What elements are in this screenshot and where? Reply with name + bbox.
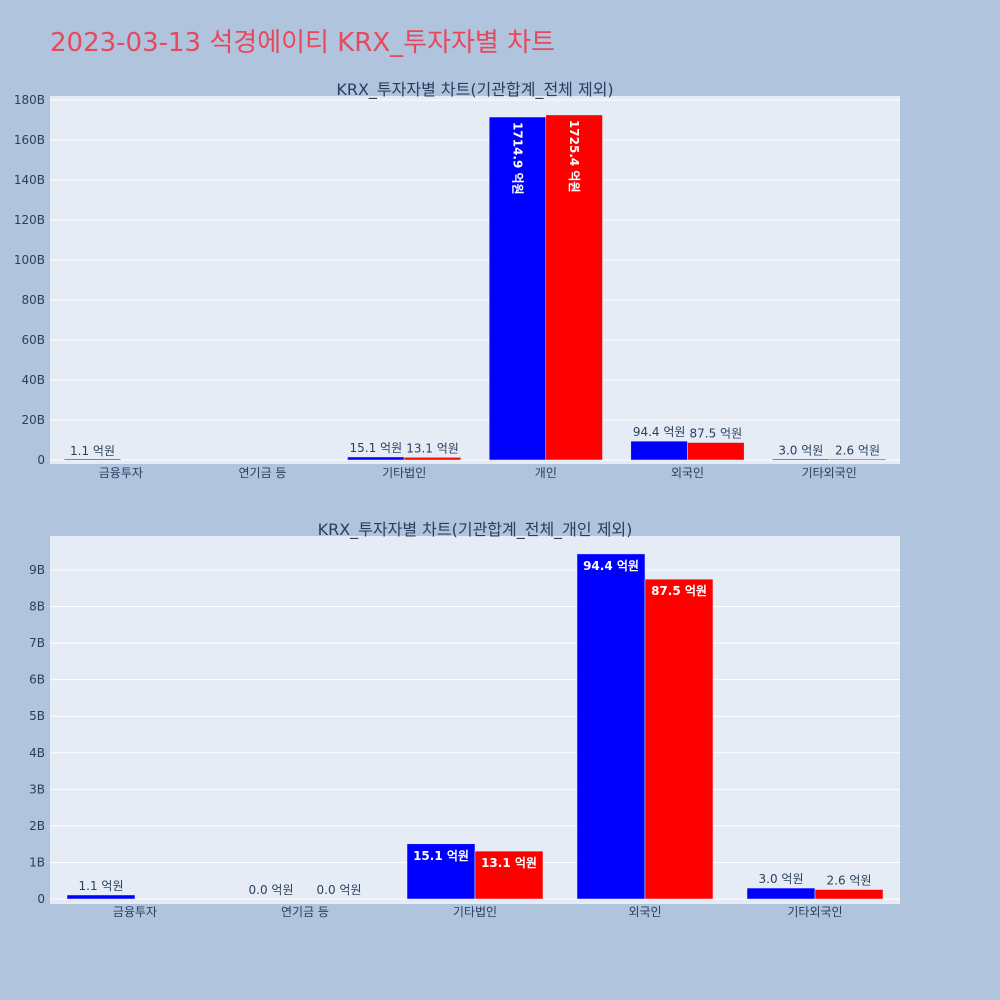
top-bar-chart: 0 20B 40B 60B 80B 100B 120B 140B 160B 180B KRX_투자자…: [14, 80, 900, 480]
y-tick-label: 40B: [21, 373, 45, 387]
y-tick-label: 60B: [21, 333, 45, 347]
bar: [63, 458, 122, 461]
plot-area: [50, 96, 900, 464]
y-tick-label: 5B: [29, 709, 45, 723]
data-label: 1714.9 억원: [511, 122, 525, 195]
y-tick-label: 9B: [29, 563, 45, 577]
y-tick-label: 80B: [21, 293, 45, 307]
data-label: 87.5 억원: [651, 584, 707, 598]
data-label: 1.1 억원: [70, 444, 115, 458]
x-tick-label: 기타외국인: [787, 905, 842, 919]
bar: [687, 442, 745, 461]
bar: [576, 553, 646, 900]
plot-area: [50, 536, 900, 904]
y-tick-label: 100B: [14, 253, 45, 267]
data-label: 3.0 억원: [778, 443, 823, 457]
data-label: 3.0 억원: [759, 872, 804, 886]
bar: [406, 843, 476, 900]
y-tick-label: 120B: [14, 213, 45, 227]
bar: [814, 889, 884, 900]
data-label: 15.1 억원: [413, 849, 469, 863]
data-label: 2.6 억원: [835, 443, 880, 457]
x-tick-label: 연기금 등: [281, 905, 329, 919]
data-label: 0.0 억원: [317, 883, 362, 897]
chart-title: KRX_투자자별 차트(기관합계_전체_개인 제외): [318, 520, 633, 540]
y-tick-label: 7B: [29, 636, 45, 650]
data-label: 0.0 억원: [249, 883, 294, 897]
y-tick-label: 160B: [14, 133, 45, 147]
bar: [828, 458, 887, 461]
y-tick-label: 6B: [29, 673, 45, 687]
data-label: 94.4 억원: [633, 425, 686, 439]
x-tick-label: 외국인: [671, 466, 704, 480]
x-tick-label: 외국인: [628, 905, 661, 919]
x-tick-label: 기타외국인: [802, 466, 857, 480]
bar: [545, 114, 603, 461]
x-tick-label: 금융투자: [113, 905, 157, 919]
bar: [746, 887, 816, 900]
y-tick-label: 140B: [14, 173, 45, 187]
x-tick-label: 기타법인: [453, 905, 497, 919]
x-tick-label: 금융투자: [99, 466, 143, 480]
x-tick-label: 개인: [535, 466, 557, 480]
data-label: 2.6 억원: [827, 873, 872, 887]
y-tick-label: 0: [37, 453, 45, 467]
x-tick-label: 기타법인: [382, 466, 426, 480]
x-tick-label: 연기금 등: [239, 466, 287, 480]
data-label: 94.4 억원: [583, 559, 639, 573]
data-label: 87.5 억원: [690, 427, 743, 441]
bar: [66, 894, 136, 900]
y-tick-label: 1B: [29, 855, 45, 869]
y-tick-label: 2B: [29, 819, 45, 833]
data-label: 1.1 억원: [79, 879, 124, 893]
y-tick-label: 8B: [29, 600, 45, 614]
data-label: 13.1 억원: [481, 856, 537, 870]
bar: [488, 116, 547, 461]
y-tick-label: 0: [37, 892, 45, 906]
page-title: 2023-03-13 석경에이티 KRX_투자자별 차트: [50, 28, 555, 58]
bar: [644, 578, 714, 900]
chart-title: KRX_투자자별 차트(기관합계_전체 제외): [336, 80, 613, 100]
y-tick-label: 20B: [21, 413, 45, 427]
bar: [474, 850, 544, 900]
data-label: 15.1 억원: [350, 441, 403, 455]
y-tick-label: 3B: [29, 782, 45, 796]
bar: [403, 457, 462, 461]
y-tick-label: 4B: [29, 746, 45, 760]
data-label: 13.1 억원: [406, 441, 459, 455]
y-tick-label: 180B: [14, 93, 45, 107]
data-label: 1725.4 억원: [567, 120, 581, 193]
